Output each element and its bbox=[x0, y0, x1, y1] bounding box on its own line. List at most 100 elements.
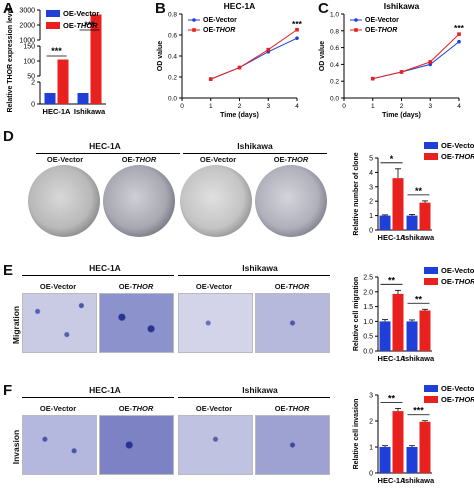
bar bbox=[392, 293, 404, 351]
d-col-thor-2: OE-THOR bbox=[273, 155, 309, 164]
bar bbox=[419, 202, 431, 230]
legend-label: OE-THOR bbox=[441, 152, 474, 161]
y-tick-label: 100 bbox=[23, 59, 35, 66]
data-point bbox=[457, 32, 461, 36]
y-tick-label: 0.6 bbox=[168, 33, 177, 40]
invasion-image-ishikawa-vector bbox=[178, 415, 253, 475]
x-tick-label: HEC-1A bbox=[378, 354, 407, 363]
d-col-vector-1: OE-Vector bbox=[46, 155, 84, 164]
chart-c: Ishikawa 0.0 0.2 0.4 0.6 0.8 1.0 0 1 2 3 4 Time (day… bbox=[319, 1, 465, 119]
chart-d: 0 1 2 3 4 5 Relative number of clone HEC-1A * Ish… bbox=[353, 141, 474, 242]
legend-label: OE-Vector bbox=[203, 17, 237, 24]
colony-dish-hec1a-vector bbox=[28, 165, 100, 237]
y-tick-label: 2 bbox=[369, 419, 373, 426]
x-tick-label: HEC-1A bbox=[378, 476, 407, 485]
x-tick-label: 1 bbox=[371, 103, 375, 110]
y-axis-label: Relative cell invasion bbox=[353, 399, 360, 470]
bar bbox=[419, 310, 431, 351]
data-point bbox=[295, 27, 299, 32]
significance-label: ** bbox=[415, 186, 423, 196]
e-underline-2 bbox=[178, 275, 330, 276]
f-underline-2 bbox=[178, 397, 330, 398]
legend-swatch bbox=[424, 385, 438, 392]
d-underline-2 bbox=[183, 153, 327, 154]
y-tick-label: 0.5 bbox=[363, 334, 373, 341]
y-tick-label: 3 bbox=[369, 184, 373, 191]
legend-label: OE-THOR bbox=[441, 277, 474, 286]
y-tick-label: 0.2 bbox=[330, 79, 339, 86]
colony-dish-ishikawa-thor bbox=[255, 165, 327, 237]
y-tick-label: 2 bbox=[31, 80, 35, 87]
x-tick-label: 3 bbox=[428, 103, 432, 110]
y-tick-label: 0 bbox=[369, 228, 373, 235]
y-tick-label: 50 bbox=[27, 74, 35, 81]
y-tick-label: 150 bbox=[23, 44, 35, 51]
e-cell-line-1: HEC-1A bbox=[89, 263, 121, 273]
e-row-label: Migration bbox=[11, 305, 21, 345]
y-tick-label: 1000 bbox=[19, 38, 35, 45]
bar bbox=[379, 321, 391, 351]
colony-dish-ishikawa-vector bbox=[180, 165, 252, 237]
y-tick-label: 3 bbox=[369, 393, 373, 400]
y-tick-label: 0.0 bbox=[363, 349, 373, 356]
x-tick-label: 1 bbox=[209, 103, 213, 110]
significance-label: ** bbox=[388, 394, 396, 404]
bar bbox=[379, 215, 391, 230]
y-tick-label: 1 bbox=[369, 213, 373, 220]
legend-swatch bbox=[46, 10, 60, 17]
data-point bbox=[370, 76, 375, 81]
e-col-vector-1: OE-Vector bbox=[39, 282, 77, 291]
panel-letter-b: B bbox=[155, 0, 166, 17]
significance-label: *** bbox=[454, 23, 465, 33]
d-cell-line-1: HEC-1A bbox=[89, 141, 121, 151]
legend-swatch bbox=[424, 396, 438, 403]
significance-label: * bbox=[390, 154, 394, 164]
y-axis-label: OD value bbox=[157, 41, 164, 71]
bar bbox=[392, 178, 404, 230]
x-tick-label: Ishikawa bbox=[74, 107, 106, 116]
bar bbox=[44, 93, 56, 104]
data-point bbox=[428, 60, 433, 64]
e-col-thor-1: OE-THOR bbox=[118, 282, 154, 291]
x-tick-label: 0 bbox=[180, 103, 184, 110]
y-tick-label: 2000 bbox=[19, 23, 35, 30]
x-tick-label: 4 bbox=[295, 103, 299, 110]
data-point bbox=[399, 70, 404, 74]
bar bbox=[406, 321, 418, 351]
f-col-vector-1: OE-Vector bbox=[39, 404, 77, 413]
chart-title: HEC-1A bbox=[224, 1, 256, 11]
y-tick-label: 3000 bbox=[19, 8, 35, 15]
d-underline-1 bbox=[36, 153, 180, 154]
y-axis-label: Relative number of clone bbox=[353, 152, 360, 235]
y-tick-label: 0 bbox=[369, 471, 373, 478]
significance-label: *** bbox=[292, 19, 303, 29]
series-line bbox=[210, 29, 298, 80]
invasion-image-hec1a-vector bbox=[22, 415, 97, 475]
y-tick-label: 2.5 bbox=[363, 275, 373, 282]
f-col-thor-2: OE-THOR bbox=[274, 404, 310, 413]
data-point bbox=[295, 36, 299, 40]
legend-marker bbox=[354, 18, 358, 22]
significance-label: *** bbox=[84, 20, 95, 30]
y-tick-label: 2.0 bbox=[363, 289, 373, 296]
y-tick-label: 0.8 bbox=[168, 12, 177, 19]
x-tick-label: 2 bbox=[238, 103, 242, 110]
significance-label: ** bbox=[388, 275, 396, 285]
panel-letter-e: E bbox=[3, 262, 14, 279]
y-tick-label: 1.0 bbox=[363, 319, 373, 326]
f-cell-line-1: HEC-1A bbox=[89, 385, 121, 395]
legend-label: OE-Vector bbox=[365, 17, 399, 24]
significance-label: *** bbox=[51, 46, 62, 56]
y-tick-label: 5 bbox=[369, 156, 373, 163]
y-tick-label: 1.0 bbox=[330, 12, 339, 19]
y-tick-label: 0.4 bbox=[330, 62, 339, 69]
x-tick-label: Ishikawa bbox=[403, 354, 435, 363]
e-cell-line-2: Ishikawa bbox=[242, 263, 278, 273]
bar bbox=[392, 411, 404, 473]
y-tick-label: 0.0 bbox=[168, 96, 177, 103]
legend-label: OE-THOR bbox=[365, 27, 397, 34]
f-col-vector-2: OE-Vector bbox=[195, 404, 233, 413]
legend-marker bbox=[354, 28, 358, 32]
y-axis-label: OD value bbox=[319, 41, 326, 71]
